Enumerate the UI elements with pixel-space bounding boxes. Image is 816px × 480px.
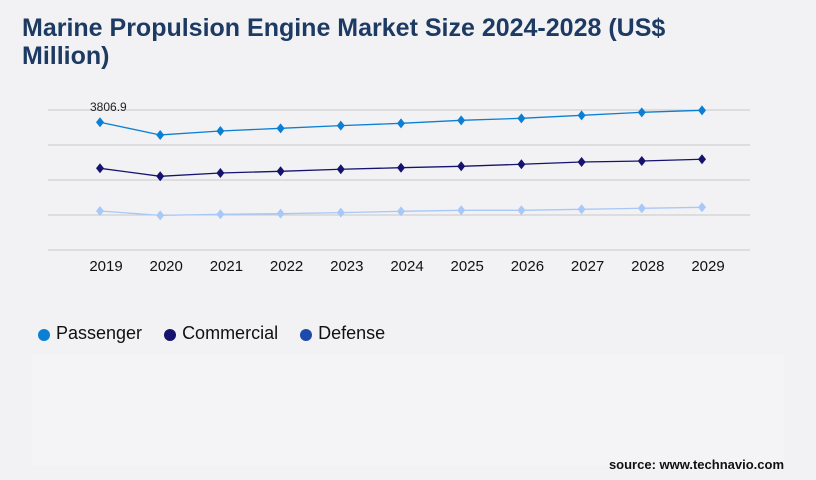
- x-tick-label: 2029: [691, 258, 724, 275]
- background-panel: [32, 355, 784, 465]
- data-point: [698, 202, 706, 213]
- data-point: [276, 208, 285, 219]
- data-point: [517, 205, 526, 216]
- data-point: [698, 154, 706, 165]
- legend-label: Commercial: [182, 323, 279, 343]
- data-point: [216, 168, 225, 179]
- data-point: [156, 129, 165, 140]
- x-tick-label: 2020: [150, 258, 183, 275]
- source-text: source: www.technavio.com: [608, 457, 784, 472]
- data-label: 3806.9: [90, 100, 127, 114]
- legend-dot-icon: [164, 329, 177, 341]
- data-point: [517, 113, 526, 124]
- legend-label: Passenger: [56, 323, 143, 343]
- x-tick-label: 2027: [571, 258, 604, 275]
- legend-label: Defense: [318, 323, 386, 343]
- data-point: [397, 206, 405, 217]
- x-tick-label: 2024: [390, 258, 423, 275]
- x-tick-label: 2025: [451, 258, 484, 275]
- legend-dot-icon: [300, 329, 313, 341]
- data-point: [637, 203, 646, 214]
- x-tick-label: 2019: [89, 258, 122, 275]
- data-point: [577, 110, 586, 121]
- data-point: [336, 164, 345, 175]
- data-point: [276, 123, 285, 134]
- data-point: [577, 204, 586, 215]
- data-point: [336, 207, 345, 218]
- legend-item-commercial[interactable]: Commercial: [164, 323, 278, 344]
- data-point: [457, 161, 466, 172]
- legend-item-defense[interactable]: Defense: [300, 323, 385, 344]
- x-tick-label: 2028: [631, 258, 664, 275]
- data-point: [216, 125, 225, 136]
- data-point: [156, 171, 165, 182]
- data-point: [336, 120, 345, 131]
- data-point: [156, 210, 165, 221]
- data-point: [276, 166, 285, 177]
- data-point: [397, 162, 405, 173]
- data-point: [457, 205, 466, 216]
- data-point: [96, 163, 104, 174]
- x-tick-label: 2023: [330, 258, 363, 275]
- x-tick-label: 2022: [270, 258, 303, 275]
- data-point: [96, 117, 104, 128]
- data-point: [698, 105, 706, 116]
- x-tick-label: 2021: [210, 258, 243, 275]
- legend: Passenger Commercial Defense: [38, 323, 385, 344]
- data-point: [96, 205, 104, 216]
- legend-item-passenger[interactable]: Passenger: [38, 323, 142, 344]
- data-point: [457, 115, 466, 126]
- data-point: [397, 118, 405, 129]
- data-point: [517, 159, 526, 170]
- data-point: [216, 209, 225, 220]
- legend-dot-icon: [38, 329, 50, 341]
- data-point: [637, 107, 646, 118]
- data-point: [577, 157, 586, 168]
- chart-title: Marine Propulsion Engine Market Size 202…: [22, 14, 666, 70]
- x-tick-label: 2026: [511, 258, 544, 275]
- data-point: [637, 155, 646, 166]
